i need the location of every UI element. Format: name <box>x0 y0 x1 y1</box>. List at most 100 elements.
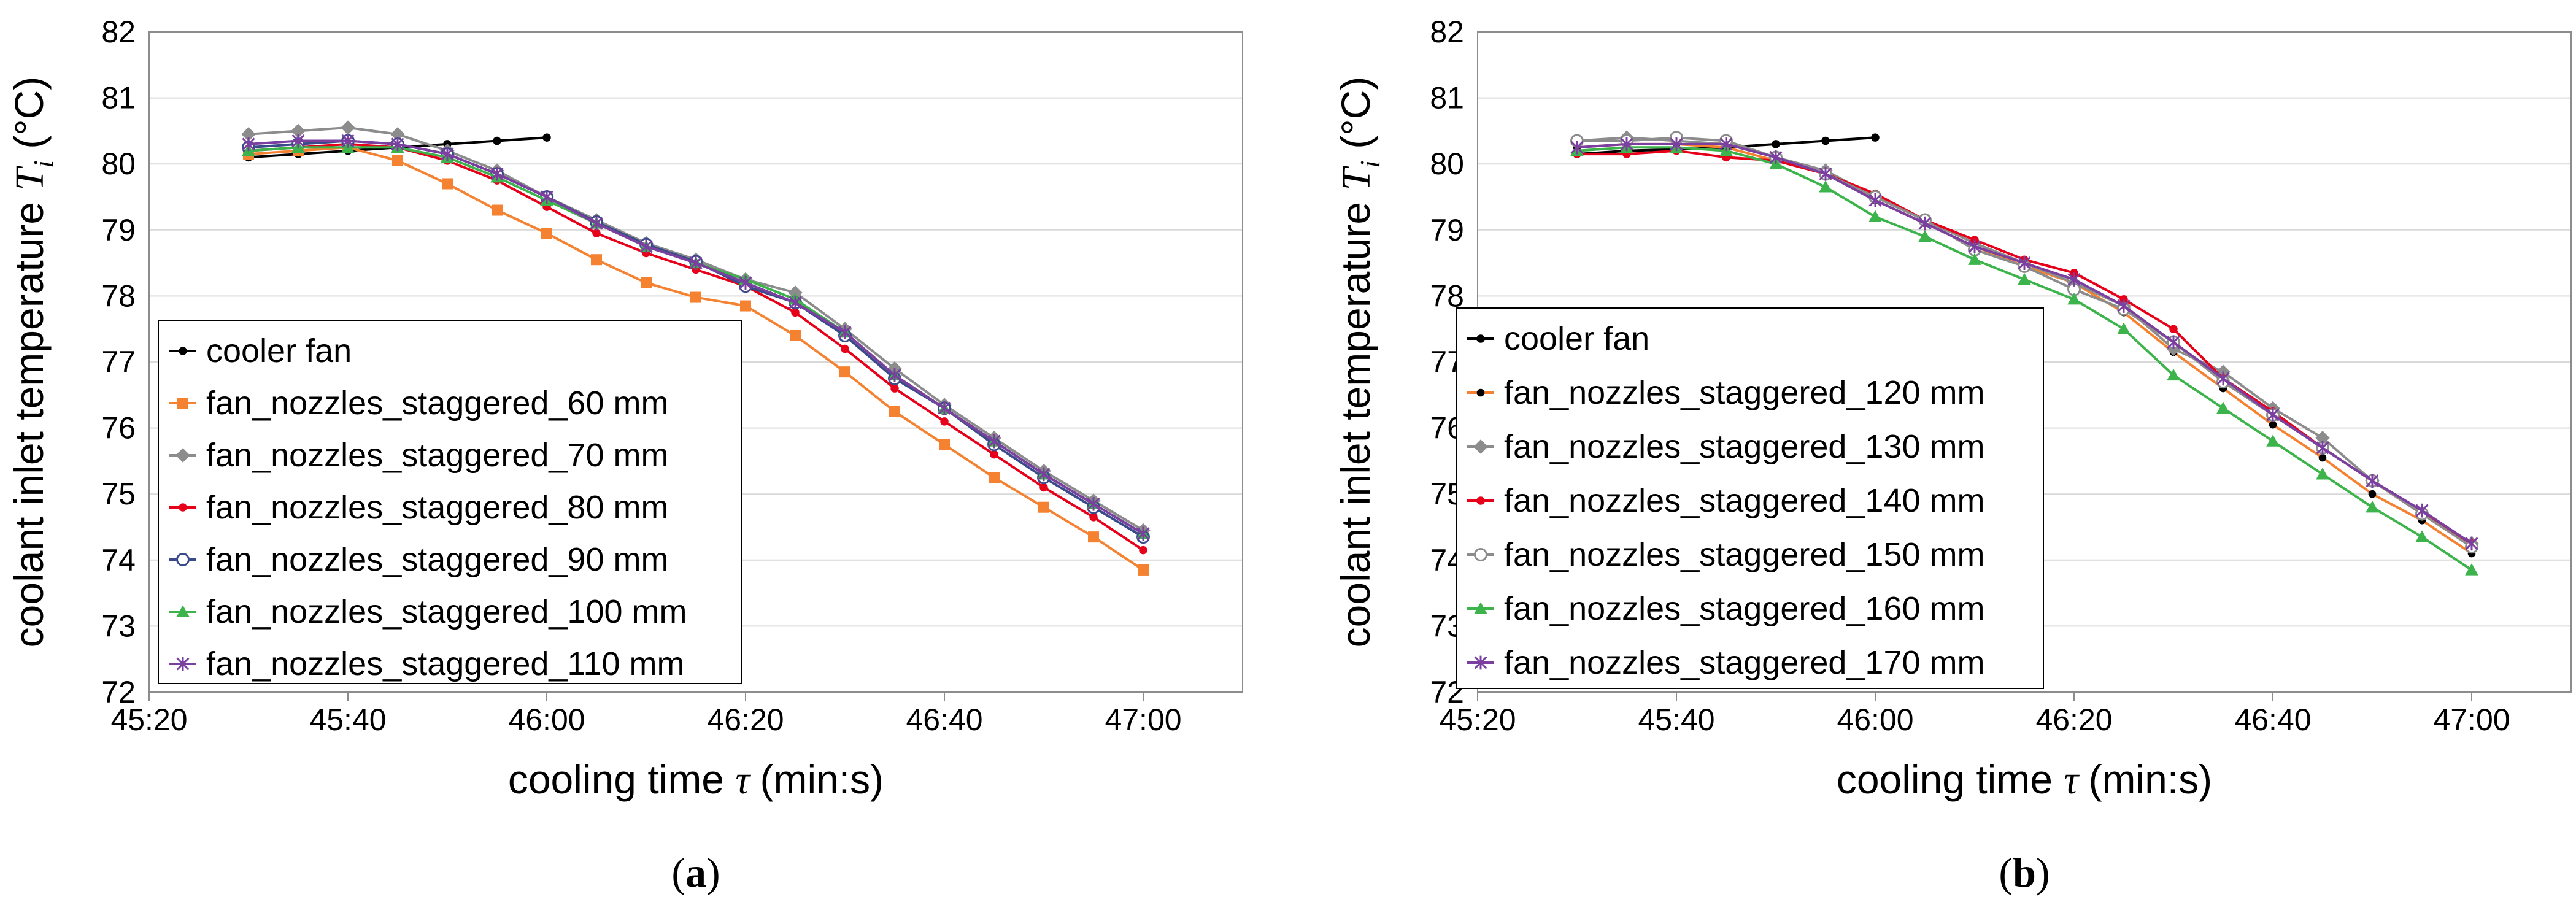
data-point <box>1918 229 1932 242</box>
x-tick-label: 46:20 <box>2035 703 2112 737</box>
legend-label: cooler fan <box>206 333 352 369</box>
legend-item: fan_nozzles_staggered_130 mm <box>1467 428 1985 465</box>
x-tick-label: 46:40 <box>2234 703 2311 737</box>
legend-swatch-marker <box>1474 602 1487 614</box>
legend-swatch-marker <box>179 503 187 512</box>
data-point <box>987 434 1001 449</box>
data-point <box>2415 530 2429 542</box>
legend-item: fan_nozzles_staggered_160 mm <box>1467 590 1985 627</box>
y-axis-title: coolant inlet temperature Ti (°C) <box>6 77 59 648</box>
y-tick-label: 74 <box>101 543 136 577</box>
data-point <box>2266 434 2280 447</box>
legend-swatch-marker <box>175 448 190 463</box>
y-tick-label: 81 <box>1430 81 1464 115</box>
data-point <box>791 308 800 317</box>
data-point <box>2067 292 2081 305</box>
data-point <box>493 136 501 145</box>
legend-label: fan_nozzles_staggered_80 mm <box>206 489 668 526</box>
legend-label: fan_nozzles_staggered_160 mm <box>1504 590 1985 627</box>
legend-swatch-marker <box>176 553 190 566</box>
legend-item: fan_nozzles_staggered_100 mm <box>169 593 687 630</box>
legend-item: cooler fan <box>1467 320 1649 357</box>
legend-swatch-marker <box>1473 439 1488 454</box>
legend-label: cooler fan <box>1504 320 1649 357</box>
legend-label: fan_nozzles_staggered_110 mm <box>206 645 685 682</box>
data-point <box>490 167 504 181</box>
data-point <box>938 401 951 415</box>
data-point <box>2316 441 2329 455</box>
panel-label-letter: a <box>685 849 706 896</box>
data-point <box>2316 468 2329 480</box>
data-point <box>2216 371 2230 386</box>
data-point <box>2167 335 2180 350</box>
legend-swatch-marker <box>176 605 190 617</box>
data-point <box>1918 216 1932 231</box>
legend-item: cooler fan <box>169 333 352 369</box>
data-point <box>242 137 255 152</box>
y-axis-title-unit: (°C) <box>1333 77 1378 160</box>
legend-label: fan_nozzles_staggered_130 mm <box>1504 428 1985 465</box>
data-point <box>839 366 850 378</box>
data-point <box>1819 167 1832 181</box>
x-tick-label: 45:20 <box>1439 703 1516 737</box>
data-point <box>390 127 405 142</box>
x-tick-label: 47:00 <box>1105 703 1181 737</box>
data-point <box>542 133 551 142</box>
series-6 <box>242 134 1150 541</box>
data-point <box>790 329 801 341</box>
data-point <box>391 137 404 152</box>
x-tick-label: 45:40 <box>309 703 386 737</box>
data-point <box>939 439 950 450</box>
data-point <box>541 228 552 239</box>
legend-label: fan_nozzles_staggered_170 mm <box>1504 644 1985 681</box>
legend-label: fan_nozzles_staggered_90 mm <box>206 541 668 578</box>
data-point <box>1871 133 1880 142</box>
x-tick-label: 45:20 <box>110 703 187 737</box>
legend-item: fan_nozzles_staggered_140 mm <box>1467 482 1985 519</box>
data-point <box>341 120 355 135</box>
data-point <box>2465 536 2478 551</box>
data-point <box>641 277 652 288</box>
panel-label-open: ( <box>1999 849 2013 896</box>
data-point <box>888 368 901 382</box>
data-point <box>2117 299 2131 313</box>
y-axis-title-subscript: i <box>1354 160 1386 168</box>
plot-border <box>148 31 1243 693</box>
legend-item: fan_nozzles_staggered_120 mm <box>1467 374 1985 411</box>
y-tick-label: 72 <box>101 675 136 709</box>
data-point <box>442 178 453 190</box>
data-point <box>1868 193 1882 207</box>
data-point <box>1087 497 1100 511</box>
legend-label: fan_nozzles_staggered_60 mm <box>206 385 668 422</box>
data-point <box>2266 407 2280 422</box>
x-tick-label: 46:00 <box>1837 703 1913 737</box>
data-point <box>1037 467 1051 482</box>
x-axis-title-symbol: τ <box>2064 758 2088 803</box>
legend-swatch-marker <box>1474 655 1487 670</box>
y-tick-label: 79 <box>1430 213 1464 247</box>
legend-label: fan_nozzles_staggered_100 mm <box>206 593 687 630</box>
data-point <box>2167 368 2180 381</box>
legend-item: fan_nozzles_staggered_110 mm <box>169 645 685 682</box>
data-point <box>1089 513 1098 522</box>
data-point <box>841 344 849 353</box>
data-point <box>2216 401 2230 414</box>
data-point <box>1138 564 1149 576</box>
legend-item: fan_nozzles_staggered_80 mm <box>169 489 668 526</box>
data-point <box>2465 563 2478 576</box>
data-point <box>441 147 454 161</box>
data-point <box>1620 137 1633 152</box>
panel-label-letter: b <box>2013 849 2036 896</box>
data-point <box>2269 420 2277 429</box>
data-point <box>1570 140 1584 155</box>
legend-item: fan_nozzles_staggered_170 mm <box>1467 644 1985 681</box>
data-point <box>989 472 1000 483</box>
data-point <box>2067 272 2081 287</box>
y-tick-label: 78 <box>101 279 136 313</box>
legend-swatch-marker <box>179 347 187 355</box>
data-point <box>990 450 998 459</box>
data-point <box>1136 526 1150 541</box>
data-point <box>241 127 256 142</box>
panel-label: (b) <box>1999 849 2050 896</box>
x-axis-title: cooling time τ (min:s) <box>1837 757 2212 803</box>
